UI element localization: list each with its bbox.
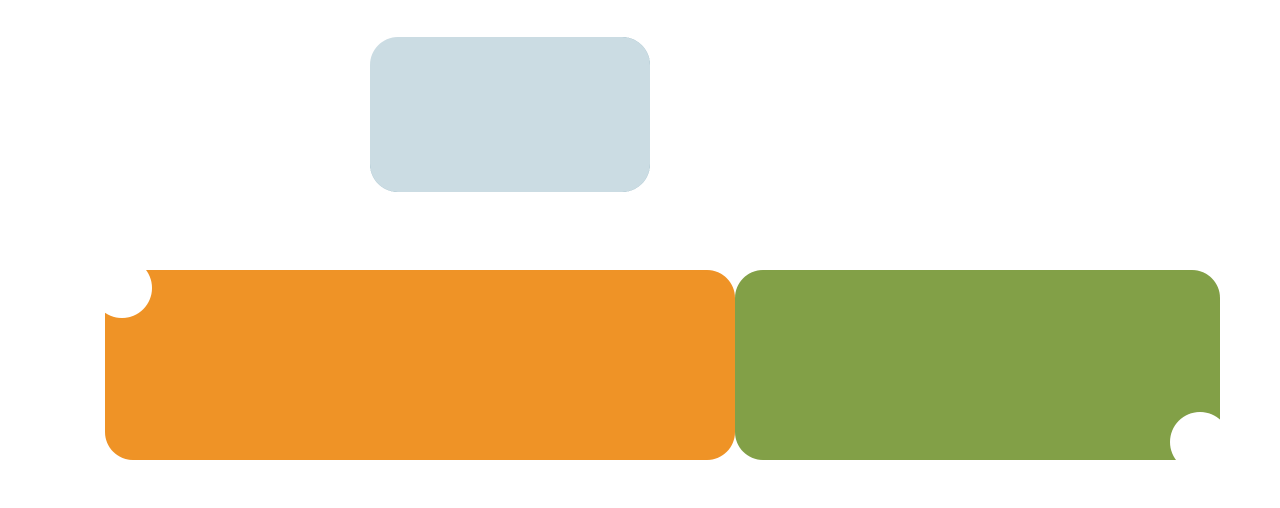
region-sell-consume	[735, 270, 1220, 460]
region-manage-technical	[105, 270, 735, 460]
